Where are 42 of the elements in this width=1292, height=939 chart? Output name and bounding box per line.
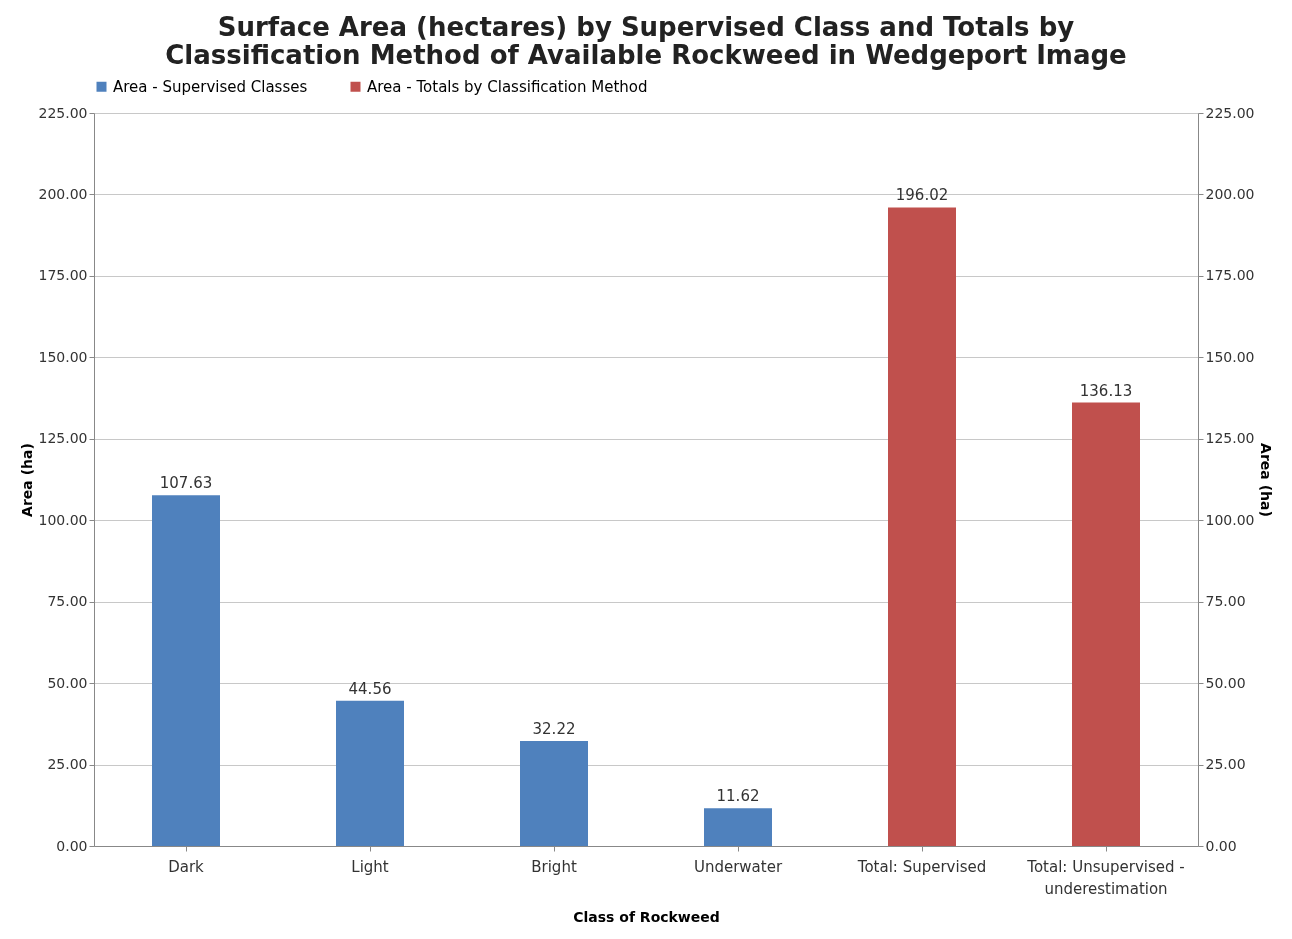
y-tick-label: 200.00 (38, 185, 88, 202)
y-tick-label: 225.00 (38, 104, 88, 121)
legend-label: Area - Totals by Classification Method (367, 77, 648, 96)
y2-tick-label: 75.00 (1205, 593, 1246, 610)
data-label: 32.22 (532, 720, 576, 739)
y-tick-label: 0.00 (56, 837, 88, 854)
y2-tick-label: 125.00 (1205, 430, 1255, 447)
x-tick-label: Bright (531, 857, 577, 876)
bar (152, 495, 220, 846)
x-tick-label: Light (351, 857, 389, 876)
data-label: 107.63 (159, 474, 213, 493)
data-label: 11.62 (716, 787, 760, 806)
y-tick-label: 50.00 (47, 674, 88, 691)
x-tick-label: Total: Unsupervised - underestimation (1026, 857, 1185, 898)
data-label: 44.56 (348, 679, 392, 698)
y2-tick-label: 200.00 (1205, 185, 1255, 202)
x-axis-title: Class of Rockweed (573, 908, 720, 925)
x-tick-label: Total: Supervised (856, 857, 987, 876)
y2-tick-label: 25.00 (1205, 756, 1246, 773)
data-label: 136.13 (1079, 381, 1133, 400)
data-label: 196.02 (895, 186, 949, 205)
y2-tick-label: 175.00 (1205, 267, 1255, 284)
y2-axis-title: Area (ha) (1258, 443, 1275, 517)
y2-tick-label: 100.00 (1205, 511, 1255, 528)
y2-tick-label: 150.00 (1205, 348, 1255, 365)
bar (704, 808, 772, 846)
y-axis-title: Area (ha) (18, 443, 35, 517)
y2-tick-label: 0.00 (1205, 837, 1237, 854)
x-tick-label: Underwater (693, 857, 783, 876)
chart-title: Surface Area (hectares) by Supervised Class and Totals by Classification Method of Available Rockweed in Wedgeport Image (165, 12, 1127, 70)
y-tick-label: 150.00 (38, 348, 88, 365)
y-tick-label: 25.00 (47, 756, 88, 773)
x-tick-label: Dark (168, 857, 205, 876)
y2-tick-label: 50.00 (1205, 674, 1246, 691)
legend-label: Area - Supervised Classes (113, 77, 308, 96)
bar (520, 741, 588, 846)
y-tick-label: 125.00 (38, 430, 88, 447)
y-tick-label: 100.00 (38, 511, 88, 528)
y2-tick-label: 225.00 (1205, 104, 1255, 121)
bar (336, 700, 404, 846)
y-tick-label: 75.00 (47, 593, 88, 610)
y-tick-label: 175.00 (38, 267, 88, 284)
